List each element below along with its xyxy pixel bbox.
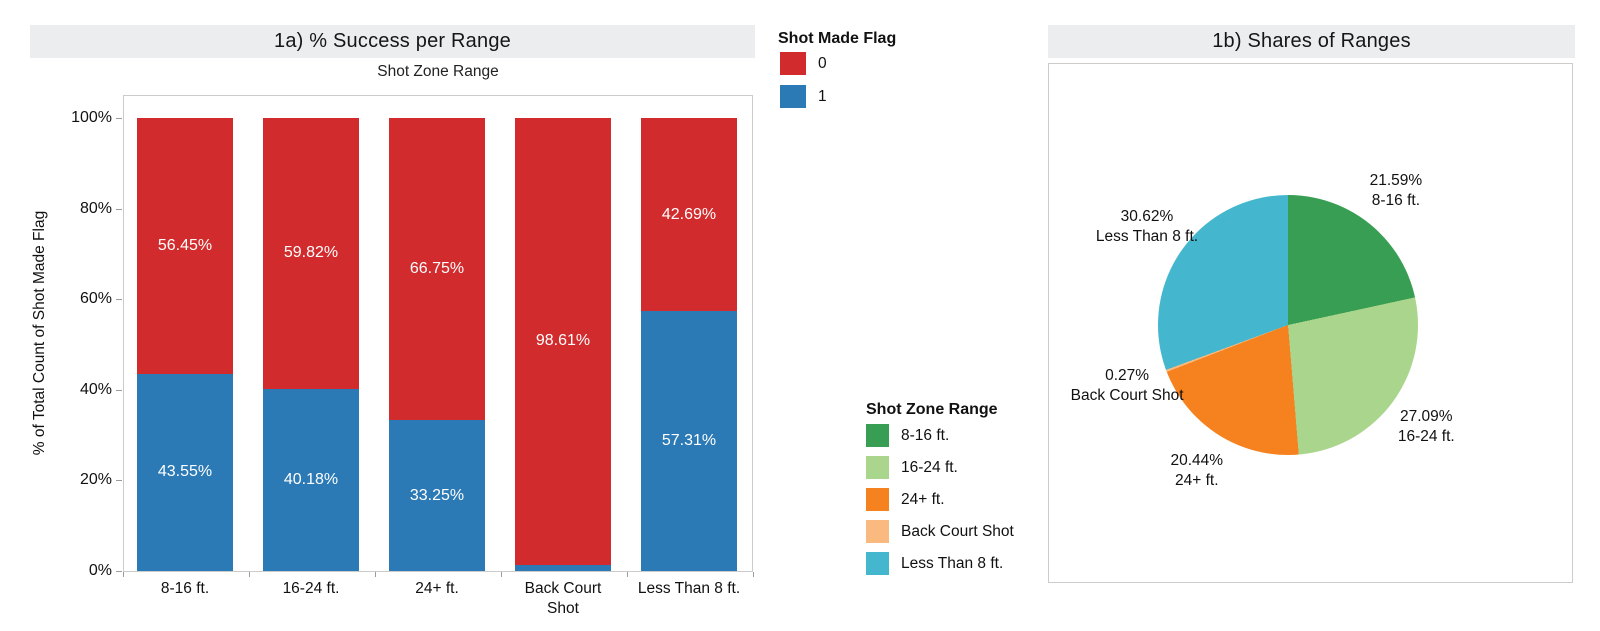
bar-8-16-ft-[interactable]: 56.45% 43.55% (137, 118, 233, 571)
pie-chart[interactable] (1158, 195, 1418, 455)
bar-segment-label: 66.75% (409, 260, 465, 278)
bar-segment-label: 59.82% (283, 244, 339, 262)
bar-segment-missed[interactable]: 66.75% (389, 118, 485, 421)
legend-swatch (780, 52, 806, 75)
y-axis-tick-mark (116, 389, 122, 391)
pie-slice-label: 30.62% Less Than 8 ft. (1095, 207, 1199, 245)
legend-swatch (780, 85, 806, 108)
y-axis-tick-label: 40% (79, 380, 112, 398)
y-axis-tick-label: 0% (88, 562, 112, 579)
legend-swatch (866, 488, 889, 511)
bar-segment-made[interactable]: 40.18% (263, 388, 359, 571)
legend-item-label: 24+ ft. (901, 490, 945, 508)
pie-slice-label: 21.59% 8-16 ft. (1369, 172, 1423, 210)
x-axis-tick-mark (249, 572, 250, 577)
x-axis-category-label: 8-16 ft. (160, 580, 210, 597)
y-axis-tick-mark (116, 480, 122, 482)
bar-segment-label: 57.31% (661, 432, 717, 450)
bar-segment-label: 33.25% (409, 486, 465, 504)
legend-swatch (866, 520, 889, 543)
bar-segment-missed[interactable]: 42.69% (641, 118, 737, 312)
y-axis-tick-label: 20% (79, 471, 112, 489)
bar-less-than-8-ft-[interactable]: 42.69% 57.31% (641, 118, 737, 571)
y-axis-tick-mark (116, 208, 122, 210)
legend-item-label: 8-16 ft. (901, 426, 950, 444)
legend-item-8-16-ft-[interactable]: 8-16 ft. (866, 424, 1014, 447)
x-axis-tick-mark (123, 572, 124, 577)
x-axis-tick-mark (627, 572, 628, 577)
legend-item-24-ft-[interactable]: 24+ ft. (866, 488, 1014, 511)
bar-chart-y-axis-title: % of Total Count of Shot Made Flag (31, 210, 48, 456)
bar-chart-title: 1a) % Success per Range (274, 30, 511, 52)
bar-segment-missed[interactable]: 98.61% (515, 118, 611, 565)
legend-item-1[interactable]: 1 (780, 85, 827, 108)
pie-chart-title: 1b) Shares of Ranges (1212, 30, 1411, 52)
legend-item-label: 0 (818, 54, 827, 72)
x-axis-tick-mark (753, 572, 754, 577)
pie-slice-label: 20.44% 24+ ft. (1170, 451, 1224, 489)
bar-chart-title-banner: 1a) % Success per Range (30, 25, 755, 58)
bar-segment-label: 56.45% (157, 236, 213, 254)
y-axis-tick-label: 100% (71, 109, 112, 126)
legend-item-label: 1 (818, 87, 827, 105)
bar-segment-label: 43.55% (157, 463, 213, 481)
bar-segment-made[interactable]: 33.25% (389, 420, 485, 571)
shot-zone-range-legend: 8-16 ft. 16-24 ft. 24+ ft. Back Court Shot L… (866, 424, 1014, 575)
legend-swatch (866, 456, 889, 479)
legend-item-0[interactable]: 0 (780, 52, 827, 75)
legend-item-label: 16-24 ft. (901, 458, 958, 476)
legend-item-less-than-8-ft-[interactable]: Less Than 8 ft. (866, 552, 1014, 575)
pie-slice-label: 0.27% Back Court Shot (1070, 366, 1184, 404)
pie-slice-label: 27.09% 16-24 ft. (1397, 408, 1455, 446)
y-axis-tick-mark (116, 299, 122, 301)
legend-item-back-court-shot[interactable]: Back Court Shot (866, 520, 1014, 543)
y-axis-tick-mark (116, 571, 122, 572)
x-axis-category-label: Less Than 8 ft. (637, 580, 741, 597)
bar-segment-label: 42.69% (661, 205, 717, 223)
x-axis-category-label: Back Court Shot (524, 580, 602, 617)
x-axis-tick-mark (501, 572, 502, 577)
shot-made-flag-legend-title: Shot Made Flag (778, 30, 897, 47)
bar-segment-label: 98.61% (535, 332, 591, 350)
x-axis-category-label: 24+ ft. (415, 580, 459, 597)
y-axis-tick-label: 80% (79, 199, 112, 217)
bar-segment-made[interactable]: 43.55% (137, 373, 233, 571)
legend-item-label: Less Than 8 ft. (901, 554, 1004, 572)
legend-swatch (866, 424, 889, 447)
bar-16-24-ft-[interactable]: 59.82% 40.18% (263, 118, 359, 571)
bar-segment-made[interactable]: 57.31% (641, 311, 737, 571)
pie-chart-title-banner: 1b) Shares of Ranges (1048, 25, 1575, 58)
bar-back-court-shot[interactable]: 98.61% (515, 118, 611, 571)
x-axis-category-label: 16-24 ft. (282, 580, 340, 597)
bar-segment-label: 40.18% (283, 470, 339, 488)
bar-segment-made[interactable] (515, 564, 611, 571)
legend-item-label: Back Court Shot (901, 522, 1014, 540)
legend-swatch (866, 552, 889, 575)
y-axis-tick-label: 60% (79, 290, 112, 308)
x-axis-tick-mark (375, 572, 376, 577)
bar-segment-missed[interactable]: 56.45% (137, 118, 233, 374)
bar-chart-column-header: Shot Zone Range (377, 63, 499, 80)
bar-segment-missed[interactable]: 59.82% (263, 118, 359, 389)
bar-24-ft-[interactable]: 66.75% 33.25% (389, 118, 485, 571)
shot-zone-range-legend-title: Shot Zone Range (866, 401, 998, 418)
y-axis-tick-mark (116, 118, 122, 119)
legend-item-16-24-ft-[interactable]: 16-24 ft. (866, 456, 1014, 479)
